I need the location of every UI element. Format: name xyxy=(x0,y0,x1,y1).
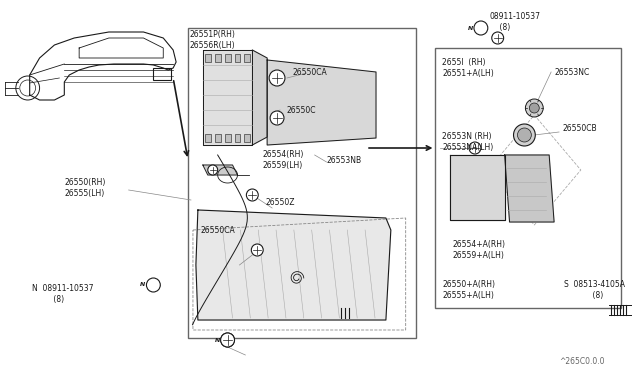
Text: 26550CB: 26550CB xyxy=(562,124,596,132)
Circle shape xyxy=(518,128,531,142)
Text: 2655l  (RH)
26551+A(LH): 2655l (RH) 26551+A(LH) xyxy=(442,58,494,78)
Bar xyxy=(225,54,230,62)
Polygon shape xyxy=(504,155,554,222)
Text: 26553N (RH)
26553NA(LH): 26553N (RH) 26553NA(LH) xyxy=(442,132,493,152)
Circle shape xyxy=(208,165,218,175)
Text: ^265C0.0.0: ^265C0.0.0 xyxy=(559,357,605,366)
Text: 26551P(RH)
26556R(LH): 26551P(RH) 26556R(LH) xyxy=(190,30,236,50)
Polygon shape xyxy=(267,60,376,145)
Polygon shape xyxy=(450,155,504,220)
Text: 26550(RH)
26555(LH): 26550(RH) 26555(LH) xyxy=(64,178,106,198)
Polygon shape xyxy=(196,210,391,320)
Text: 26550+A(RH)
26555+A(LH): 26550+A(RH) 26555+A(LH) xyxy=(442,280,495,300)
Text: 26554(RH)
26559(LH): 26554(RH) 26559(LH) xyxy=(262,150,303,170)
Text: N: N xyxy=(140,282,145,288)
Bar xyxy=(214,54,221,62)
Circle shape xyxy=(469,142,481,154)
Text: 26553NC: 26553NC xyxy=(554,67,589,77)
Circle shape xyxy=(221,333,234,347)
Text: N: N xyxy=(468,26,473,31)
Bar xyxy=(234,134,241,142)
Bar xyxy=(205,134,211,142)
Text: N  08911-10537
         (8): N 08911-10537 (8) xyxy=(31,284,93,304)
Text: 26553NB: 26553NB xyxy=(326,155,362,164)
Circle shape xyxy=(474,21,488,35)
Bar xyxy=(244,54,250,62)
Text: 26550Z: 26550Z xyxy=(265,198,294,206)
Circle shape xyxy=(221,333,234,347)
Circle shape xyxy=(513,124,535,146)
Circle shape xyxy=(269,70,285,86)
Circle shape xyxy=(246,189,259,201)
Circle shape xyxy=(252,244,263,256)
Bar xyxy=(214,134,221,142)
Text: 26550C: 26550C xyxy=(287,106,316,115)
Text: 26550CA: 26550CA xyxy=(201,225,236,234)
Text: 26554+A(RH)
26559+A(LH): 26554+A(RH) 26559+A(LH) xyxy=(452,240,505,260)
Text: S  08513-4105A
            (8): S 08513-4105A (8) xyxy=(564,280,625,300)
Text: 26550CA: 26550CA xyxy=(293,67,328,77)
Polygon shape xyxy=(203,50,252,145)
Bar xyxy=(435,48,621,308)
Polygon shape xyxy=(252,50,267,145)
Text: 08911-10537
    (8): 08911-10537 (8) xyxy=(490,12,541,32)
Bar xyxy=(225,134,230,142)
Bar xyxy=(234,54,241,62)
Bar xyxy=(188,28,415,338)
Circle shape xyxy=(529,103,540,113)
Text: N: N xyxy=(214,337,220,343)
Circle shape xyxy=(492,32,504,44)
Circle shape xyxy=(525,99,543,117)
Polygon shape xyxy=(203,165,237,175)
Bar xyxy=(205,54,211,62)
Circle shape xyxy=(147,278,160,292)
Circle shape xyxy=(270,111,284,125)
Bar xyxy=(244,134,250,142)
Bar xyxy=(154,68,171,80)
